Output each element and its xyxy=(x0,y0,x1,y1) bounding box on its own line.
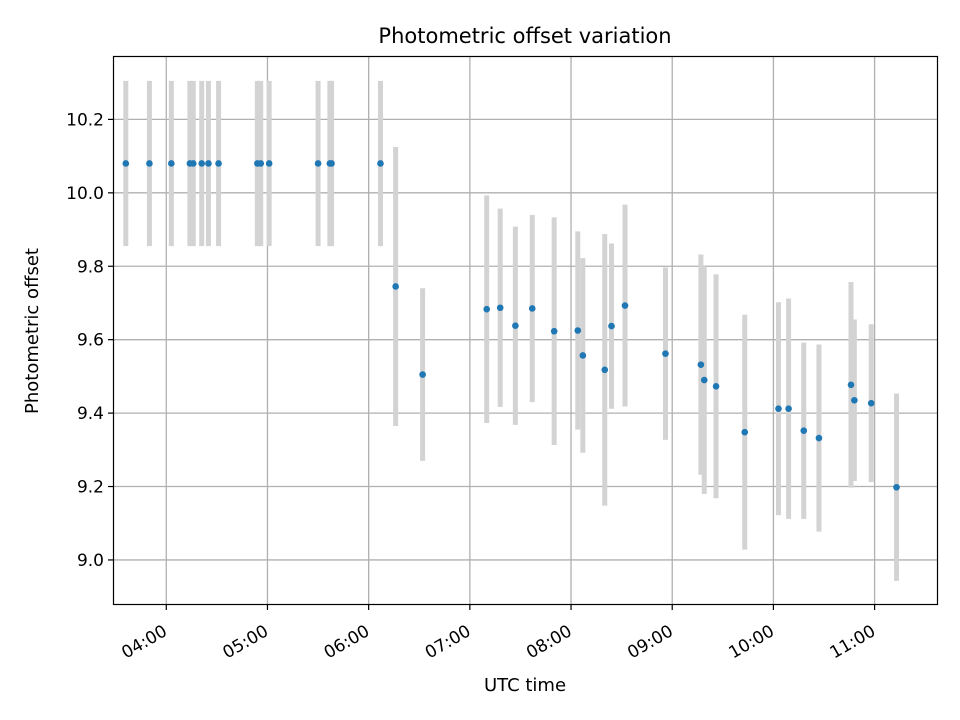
data-point xyxy=(712,383,720,390)
data-point xyxy=(257,160,265,167)
data-point xyxy=(608,322,615,330)
data-point xyxy=(215,160,222,167)
data-point xyxy=(601,366,609,374)
data-point xyxy=(496,304,504,312)
data-point xyxy=(483,305,491,313)
data-point xyxy=(205,160,212,167)
y-tick-label: 9.4 xyxy=(77,404,104,424)
data-point xyxy=(847,381,855,389)
y-tick-label: 9.8 xyxy=(77,257,104,277)
data-point xyxy=(775,405,782,412)
data-point xyxy=(662,350,669,357)
data-point xyxy=(265,160,273,167)
data-point xyxy=(146,160,153,167)
data-point xyxy=(512,322,519,330)
y-tick-label: 9.6 xyxy=(77,331,104,351)
chart-title: Photometric offset variation xyxy=(378,24,671,48)
data-point xyxy=(851,396,858,404)
plot-frame xyxy=(112,55,939,606)
data-point xyxy=(893,483,900,491)
data-point xyxy=(815,434,823,442)
data-point xyxy=(189,160,197,167)
y-tick-label: 9.0 xyxy=(77,551,104,571)
y-tick-label: 10.0 xyxy=(66,184,104,204)
y-axis-label: Photometric offset xyxy=(22,248,43,414)
data-point xyxy=(550,327,558,335)
data-point xyxy=(579,352,587,359)
data-point xyxy=(328,160,335,167)
data-point xyxy=(867,399,875,407)
y-tick-label: 9.2 xyxy=(77,478,104,498)
y-tick-label: 10.2 xyxy=(66,110,104,130)
data-point xyxy=(528,305,536,312)
data-point xyxy=(168,160,175,167)
data-point xyxy=(697,361,705,368)
data-points xyxy=(122,160,900,491)
data-point xyxy=(122,160,130,167)
data-point xyxy=(785,405,792,412)
data-point xyxy=(198,160,205,167)
data-point xyxy=(377,160,384,167)
data-point xyxy=(392,283,399,290)
data-point xyxy=(314,160,322,167)
data-point xyxy=(800,427,808,435)
data-point xyxy=(419,371,426,378)
data-point xyxy=(700,376,708,384)
grid xyxy=(114,57,937,604)
data-point xyxy=(574,327,582,334)
x-axis-label: UTC time xyxy=(484,675,566,696)
data-point xyxy=(741,428,749,436)
data-point xyxy=(621,302,629,309)
